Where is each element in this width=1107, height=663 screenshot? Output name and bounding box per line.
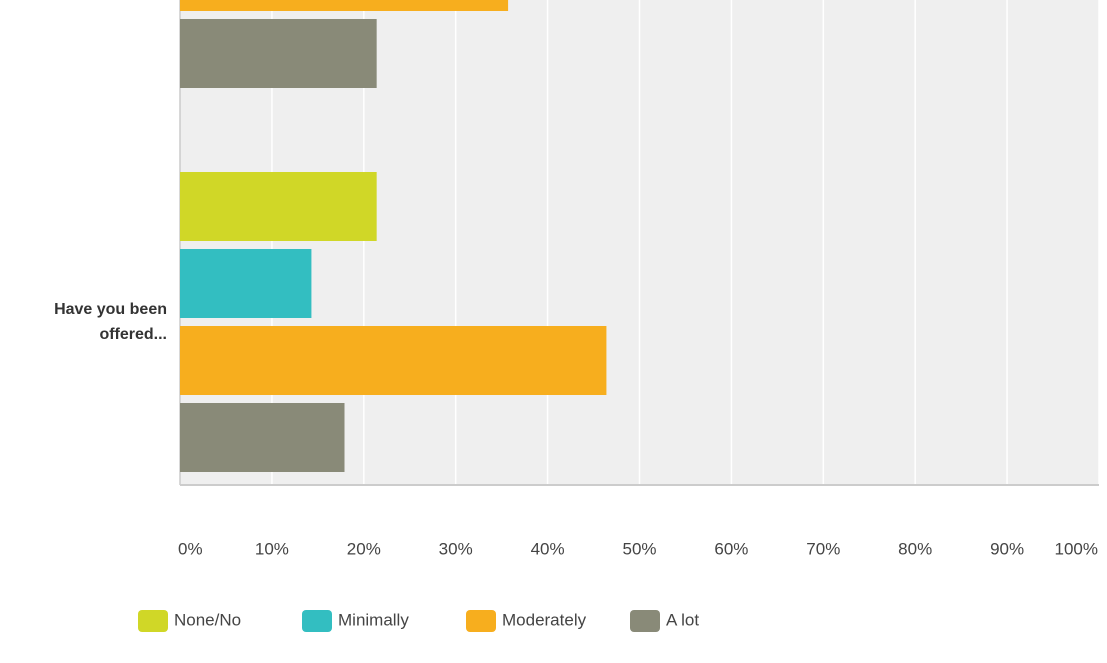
legend-swatch (302, 610, 332, 632)
x-tick-label: 50% (622, 539, 656, 558)
bar (180, 403, 345, 472)
bar (180, 326, 607, 395)
bar (180, 172, 377, 241)
x-tick-label: 10% (255, 539, 289, 558)
legend-swatch (138, 610, 168, 632)
legend-label: A lot (666, 610, 699, 629)
x-tick-label: 100% (1055, 539, 1098, 558)
legend-label: Minimally (338, 610, 409, 629)
legend-swatch (630, 610, 660, 632)
x-tick-label: 20% (347, 539, 381, 558)
legend-label: None/No (174, 610, 241, 629)
legend-swatch (466, 610, 496, 632)
x-tick-label: 90% (990, 539, 1024, 558)
x-tick-label: 60% (714, 539, 748, 558)
y-tick-label: Have you been offered... (54, 301, 167, 343)
legend-label: Moderately (502, 610, 587, 629)
bar (180, 249, 312, 318)
x-tick-label: 40% (531, 539, 565, 558)
x-tick-label: 30% (439, 539, 473, 558)
x-tick-label: 80% (898, 539, 932, 558)
bar (180, 0, 509, 11)
x-tick-label: 0% (178, 539, 203, 558)
x-tick-label: 70% (806, 539, 840, 558)
bar (180, 19, 377, 88)
